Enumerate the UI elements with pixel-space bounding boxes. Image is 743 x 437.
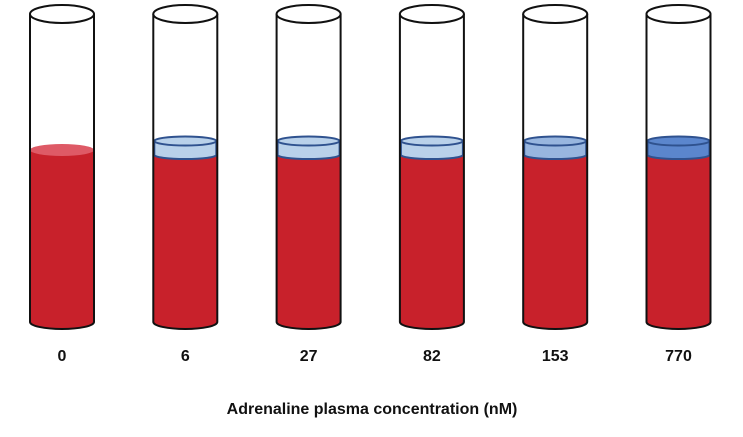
plasma-surface [399, 135, 464, 147]
tube-outline [398, 14, 465, 330]
plasma-surface [646, 135, 711, 147]
blood [646, 155, 711, 330]
tube: 6 [152, 4, 219, 365]
tube-outline [29, 14, 95, 330]
blood [523, 155, 588, 330]
tube-rim [275, 4, 342, 24]
tube-label: 6 [181, 348, 190, 365]
tube: 27 [275, 4, 342, 365]
plasma-surface [153, 135, 218, 147]
blood [399, 155, 464, 330]
tube-label: 770 [665, 348, 692, 365]
tube-rim [29, 4, 95, 24]
blood [276, 155, 341, 330]
tube: 770 [645, 4, 712, 365]
tube-outline [152, 14, 219, 330]
tube-rim [645, 4, 712, 24]
tube-outline [522, 14, 589, 330]
tube-rim [522, 4, 589, 24]
blood [30, 150, 94, 329]
blood [153, 155, 218, 330]
tube-outline [275, 14, 342, 330]
tube-label: 82 [423, 348, 441, 365]
tube-label: 153 [542, 348, 569, 365]
tube-rim [152, 4, 219, 24]
axis-label: Adrenaline plasma concentration (nM) [227, 401, 518, 418]
tube-label: 0 [58, 348, 67, 365]
tube-label: 27 [300, 348, 318, 365]
plasma-surface [276, 135, 341, 147]
blood-surface [30, 144, 94, 156]
tube-outline [645, 14, 712, 330]
tube: 82 [398, 4, 465, 365]
tube-rim [398, 4, 465, 24]
tube-group: 0 6 27 82 153 770 [29, 4, 712, 365]
tube: 153 [522, 4, 589, 365]
plasma-surface [523, 135, 588, 147]
tube: 0 [29, 4, 95, 365]
